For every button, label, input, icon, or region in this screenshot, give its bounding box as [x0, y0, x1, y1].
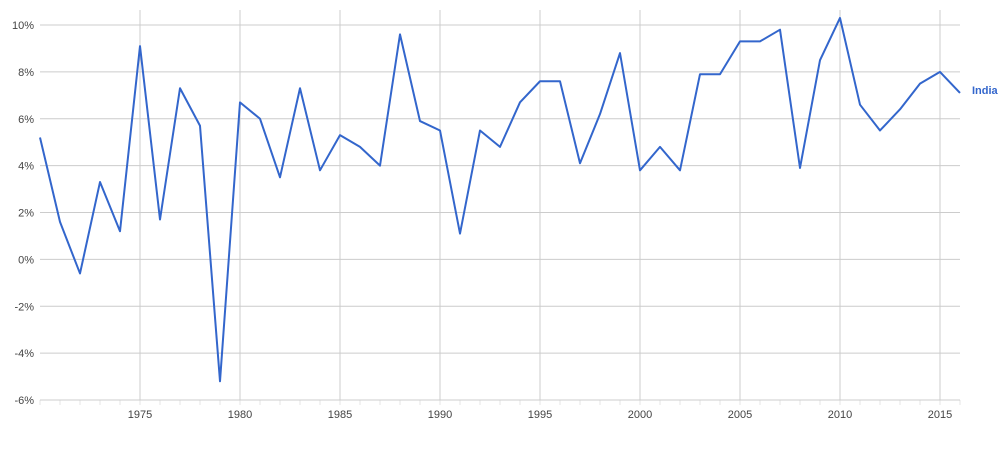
x-tick-label: 2005 — [728, 409, 752, 421]
x-tick-label: 2015 — [928, 409, 952, 421]
axis-layer — [39, 399, 961, 405]
series-layer — [39, 16, 961, 383]
x-tick-label: 1990 — [428, 409, 452, 421]
y-tick-label: -4% — [14, 348, 34, 360]
grid-layer — [40, 10, 960, 401]
y-tick-label: 10% — [12, 20, 34, 32]
x-tick-label: 1985 — [328, 409, 352, 421]
x-tick-label: 2010 — [828, 409, 852, 421]
y-tick-label: 0% — [18, 254, 34, 266]
y-tick-label: 2% — [18, 208, 34, 220]
x-tick-label: 1975 — [128, 409, 152, 421]
series-line-india — [39, 16, 961, 383]
x-tick-label: 1995 — [528, 409, 552, 421]
y-tick-label: -2% — [14, 301, 34, 313]
x-tick-label: 2000 — [628, 409, 652, 421]
label-layer: 10% 8% 6% 4% 2% 0% -2% -4% -6% 1975 1980 1985 1990 19… — [12, 20, 999, 421]
y-tick-label: 6% — [18, 114, 34, 126]
y-tick-label: 4% — [18, 161, 34, 173]
series-label: India — [972, 85, 999, 97]
x-tick-label: 1980 — [228, 409, 252, 421]
y-tick-label: 8% — [18, 67, 34, 79]
y-tick-label: -6% — [14, 395, 34, 407]
